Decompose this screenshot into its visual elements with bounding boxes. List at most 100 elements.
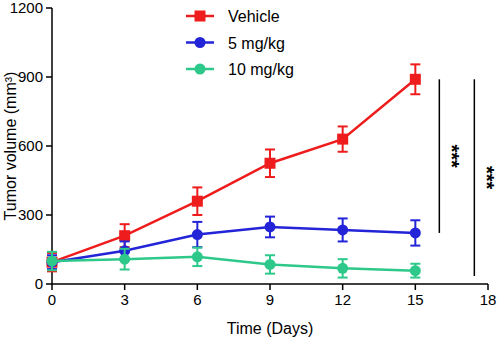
error-cap [338,277,348,279]
error-cap [265,236,275,238]
x-tick [269,284,271,290]
data-point [192,251,203,262]
y-tick-label: 0 [35,275,43,292]
data-point [337,263,348,274]
plot-area [47,64,421,277]
error-cap [192,186,202,188]
error-cap [410,277,420,279]
error-bar [410,264,420,278]
chart: 0 300 600 900 1200 0 3 6 9 12 15 18 Time (Days) Tumor… [0,0,500,344]
error-cap [338,217,348,219]
error-cap [410,93,420,95]
error-bar [338,126,348,151]
significance-label: *** [476,166,498,190]
data-point [119,254,130,265]
error-cap [47,251,57,253]
error-cap [338,258,348,260]
series [47,248,421,278]
x-tick [342,284,344,290]
error-bar [410,220,420,245]
legend-item: 10 mg/kg [186,61,294,78]
significance-bracket [474,79,476,276]
data-point [410,74,421,85]
x-axis-title: Time (Days) [227,320,314,337]
data-point [410,265,421,276]
error-cap [265,148,275,150]
legend-label: Vehicle [228,8,280,25]
legend-marker [195,64,206,75]
error-cap [410,245,420,247]
error-bar [410,64,420,94]
legend-label: 10 mg/kg [228,61,294,78]
legend-item: 5 mg/kg [186,35,285,52]
x-tick-label: 15 [407,291,424,308]
error-bar [47,252,57,270]
legend-label: 5 mg/kg [228,35,285,52]
series-line [52,79,415,262]
error-cap [47,270,57,272]
y-tick [46,214,52,216]
error-cap [338,151,348,153]
y-tick [46,145,52,147]
error-cap [410,219,420,221]
data-point [119,230,130,241]
x-tick-label: 12 [334,291,351,308]
legend-item: Vehicle [186,8,280,25]
data-point [410,227,421,238]
y-tick [46,7,52,9]
error-bar [192,222,202,247]
error-cap [265,254,275,256]
error-bar [265,217,275,238]
x-tick [415,284,417,290]
error-bar [192,248,202,266]
error-cap [410,63,420,65]
error-cap [410,263,420,265]
data-point [265,259,276,270]
error-cap [192,214,202,216]
x-tick-label: 18 [480,291,497,308]
error-cap [120,248,130,250]
error-cap [265,216,275,218]
y-tick-label: 600 [18,137,43,154]
error-cap [338,240,348,242]
x-tick-label: 3 [120,291,128,308]
error-bar [338,218,348,241]
error-cap [338,125,348,127]
x-tick-label: 6 [193,291,201,308]
x-tick-label: 9 [266,291,274,308]
error-cap [192,246,202,248]
error-cap [192,265,202,267]
x-tick-label: 0 [48,291,56,308]
error-cap [265,176,275,178]
data-point [192,229,203,240]
y-tick [46,283,52,285]
error-bar [265,255,275,273]
data-point [265,221,276,232]
error-cap [120,223,130,225]
significance-label: *** [441,144,463,168]
x-tick [197,284,199,290]
legend-marker [195,37,206,48]
series [47,64,421,271]
error-bar [265,149,275,177]
legend-marker [195,11,206,22]
x-tick [51,284,53,290]
error-cap [120,240,130,242]
y-axis-title: Tumor volume (mm³) [2,72,19,221]
significance-bracket [439,79,441,233]
data-point [47,256,58,267]
error-bar [120,249,130,270]
error-cap [192,221,202,223]
error-cap [120,269,130,271]
x-tick [487,284,489,290]
error-cap [265,273,275,275]
data-point [265,158,276,169]
x-tick [124,284,126,290]
error-cap [47,269,57,271]
error-bar [192,187,202,215]
y-tick-label: 1200 [10,0,43,16]
y-tick-label: 900 [18,68,43,85]
y-tick-label: 300 [18,206,43,223]
error-bar [338,259,348,277]
error-cap [192,247,202,249]
